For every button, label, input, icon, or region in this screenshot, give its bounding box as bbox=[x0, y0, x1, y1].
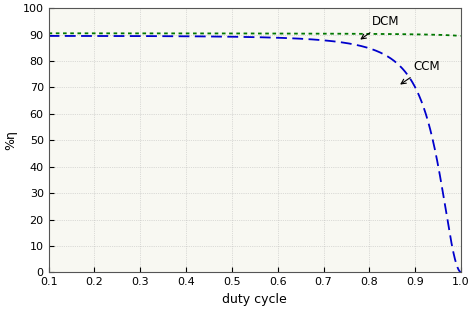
Text: DCM: DCM bbox=[361, 15, 399, 39]
Text: CCM: CCM bbox=[401, 60, 439, 84]
Y-axis label: %η: %η bbox=[4, 130, 17, 150]
X-axis label: duty cycle: duty cycle bbox=[222, 293, 287, 306]
